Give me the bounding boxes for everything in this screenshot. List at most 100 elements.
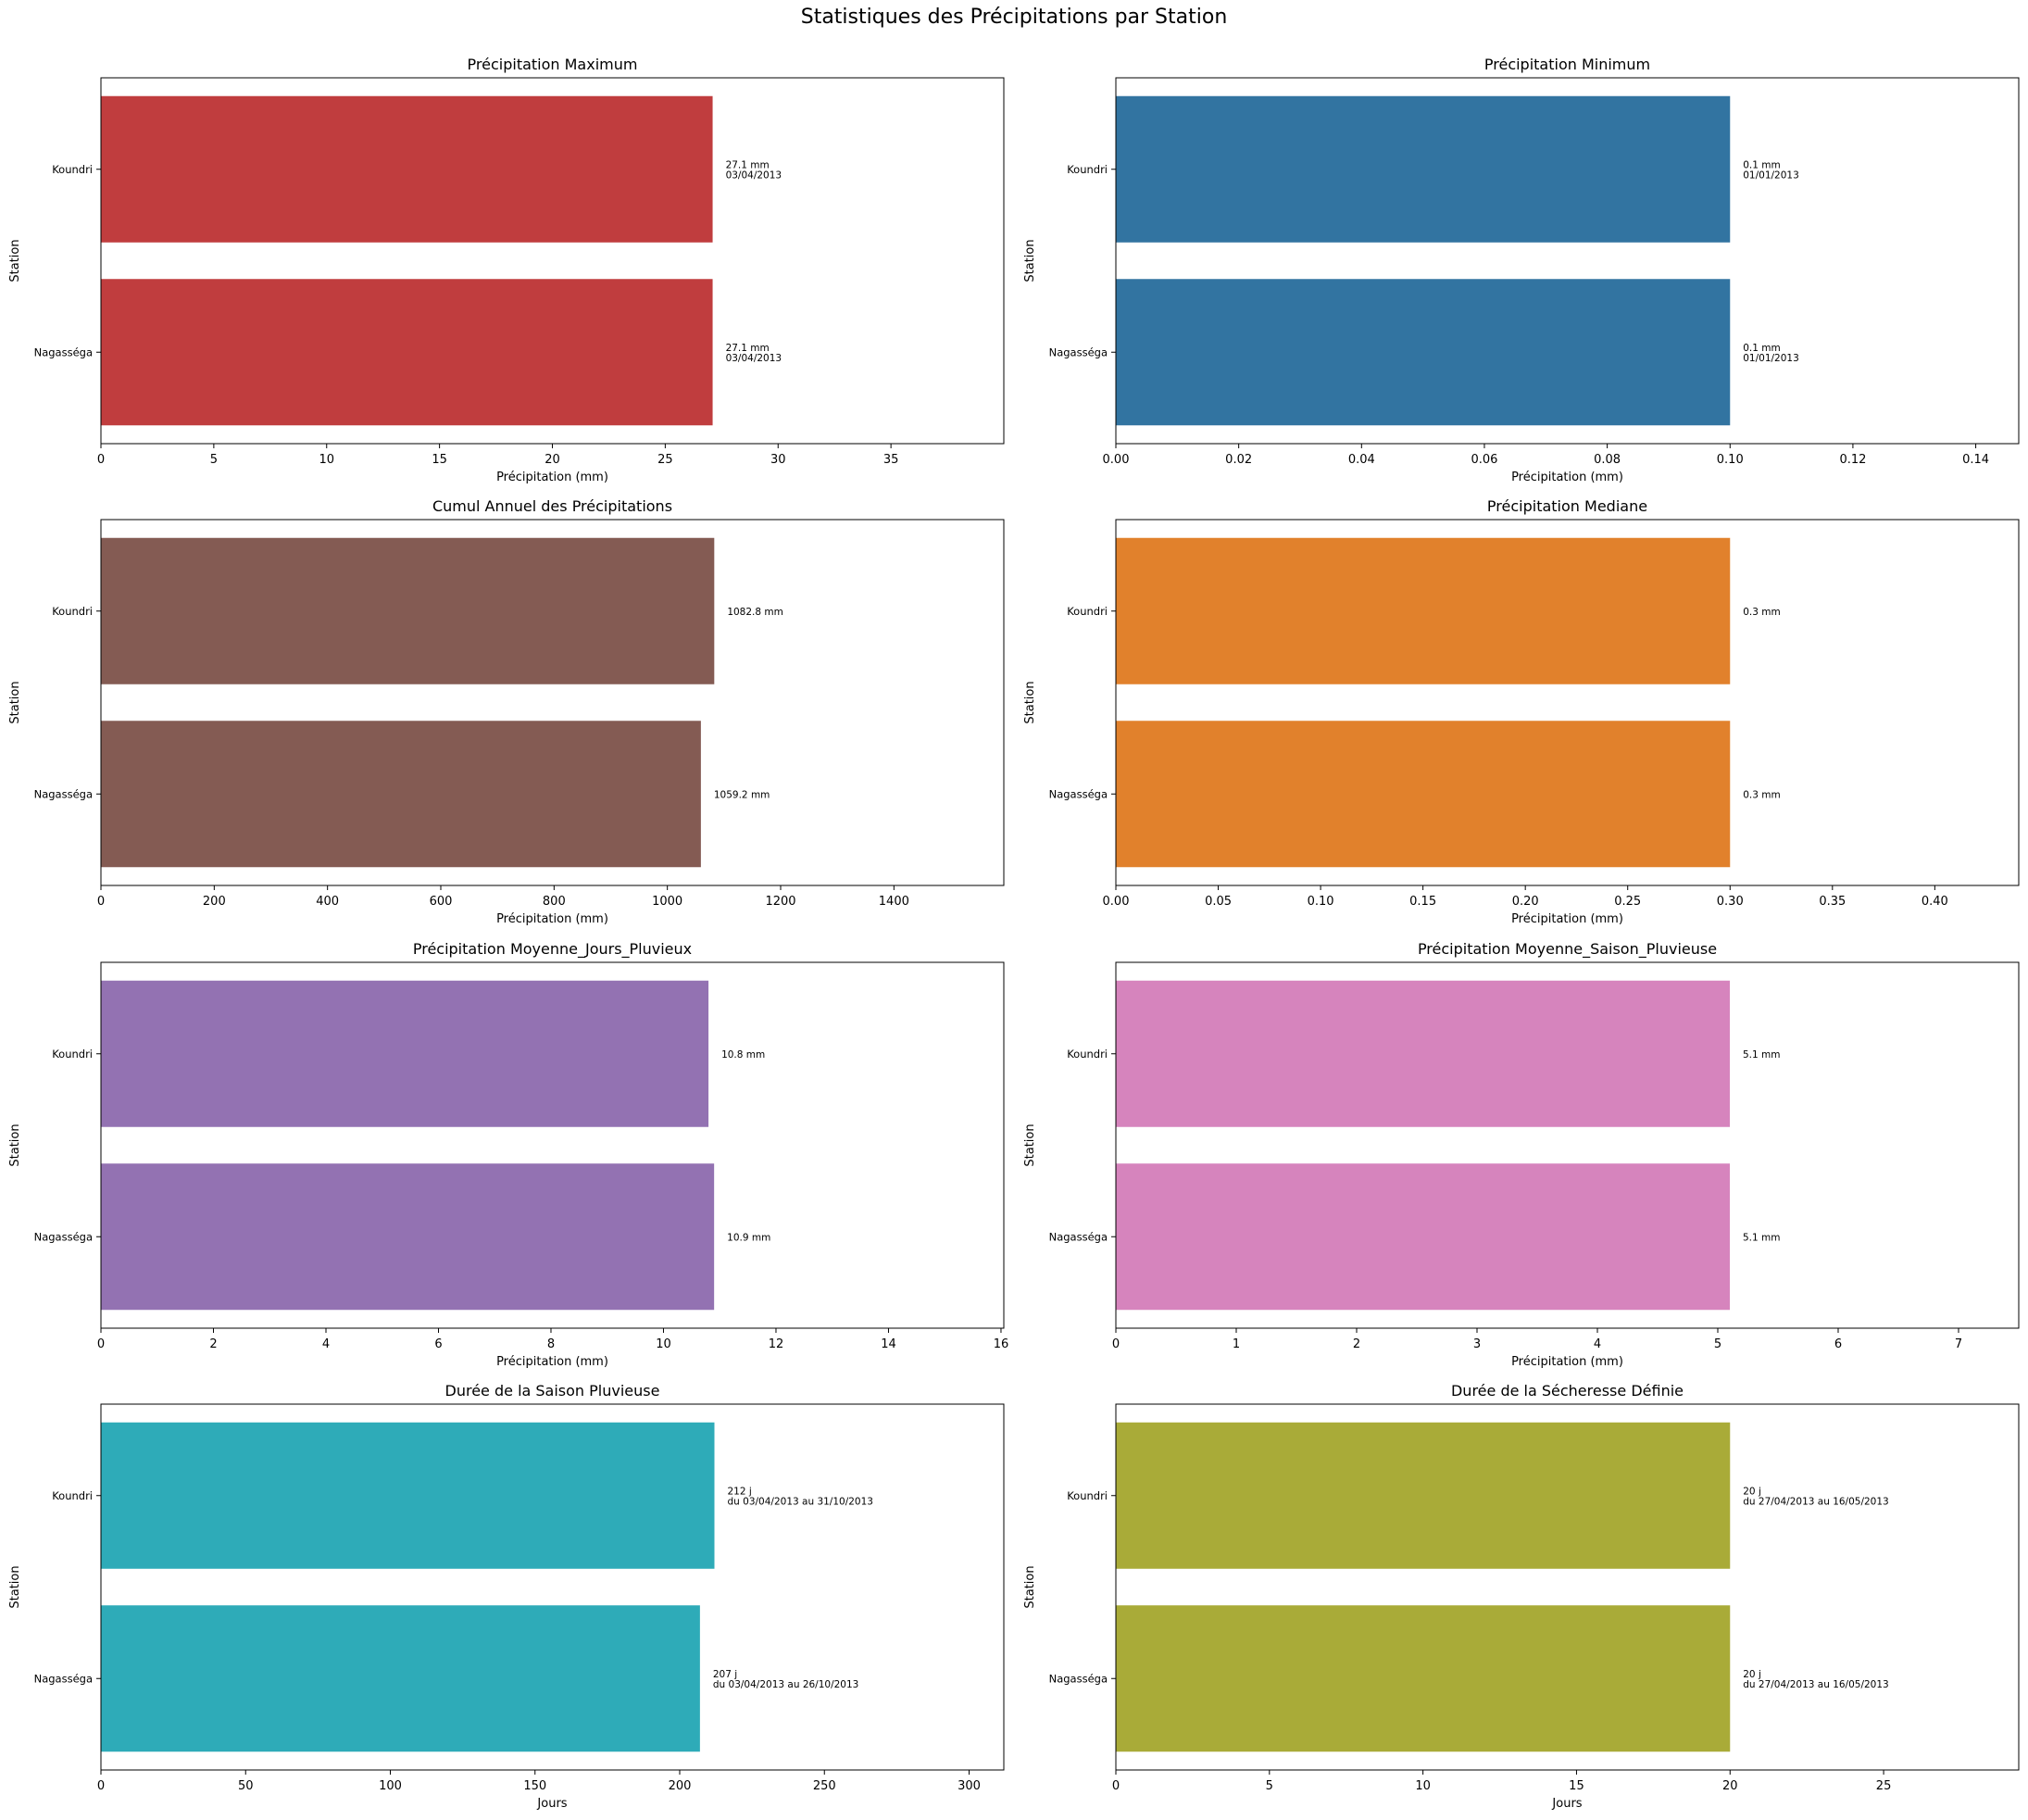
bar <box>1116 95 1731 243</box>
axes-frame <box>1115 519 2020 886</box>
x-tick-label: 0 <box>97 453 105 467</box>
data-label: 212 j du 03/04/2013 au 31/10/2013 <box>728 1486 873 1507</box>
x-tick-label: 0.14 <box>1962 453 1989 467</box>
x-tick-label: 300 <box>958 1779 981 1793</box>
x-tick-label: 5 <box>210 453 218 467</box>
x-tick-label: 50 <box>238 1779 254 1793</box>
x-axis-label: Précipitation (mm) <box>1511 912 1623 926</box>
x-tick-label: 25 <box>657 453 673 467</box>
x-tick-label: 0.12 <box>1839 453 1866 467</box>
y-tick-label: Koundri <box>1067 1048 1108 1061</box>
x-tick-label: 0.10 <box>1717 453 1744 467</box>
axes-frame <box>100 1403 1005 1771</box>
x-tick-label: 0.00 <box>1103 895 1130 909</box>
y-axis-label: Station <box>1023 239 1037 282</box>
subplot-3: Cumul Annuel des Précipitations 1082.8 mm… <box>8 497 1005 926</box>
x-tick-label: 0.30 <box>1717 895 1744 909</box>
y-axis-label: Station <box>1023 1123 1037 1166</box>
y-axis-label: Station <box>8 681 22 723</box>
x-tick-label: 25 <box>1876 1779 1892 1793</box>
x-tick-label: 0.04 <box>1348 453 1375 467</box>
subplot-2: Précipitation Minimum 0.1 mm 01/01/2013 Kou… <box>1023 56 2020 484</box>
data-label: 0.1 mm 01/01/2013 <box>1743 159 1799 181</box>
x-axis-label: Précipitation (mm) <box>496 471 608 484</box>
bar <box>101 1163 715 1311</box>
y-tick-label: Nagasséga <box>34 1230 93 1243</box>
x-tick-label: 4 <box>322 1337 330 1351</box>
x-tick-label: 1 <box>1233 1337 1240 1351</box>
bar <box>101 537 715 684</box>
bar <box>101 721 701 868</box>
y-tick-label: Nagasséga <box>1049 345 1108 358</box>
x-tick-label: 2 <box>209 1337 217 1351</box>
y-tick-label: Koundri <box>52 605 93 618</box>
x-tick-label: 1400 <box>879 895 909 909</box>
x-tick-label: 0.25 <box>1614 895 1641 909</box>
data-label: 207 j du 03/04/2013 au 26/10/2013 <box>713 1669 858 1690</box>
bar <box>101 1422 715 1569</box>
y-axis-label: Station <box>8 1565 22 1608</box>
bar <box>1116 1422 1731 1569</box>
x-tick-label: 3 <box>1473 1337 1481 1351</box>
subplot-title: Durée de la Saison Pluvieuse <box>445 1382 660 1400</box>
data-label: 10.9 mm <box>727 1232 770 1243</box>
x-tick-label: 30 <box>770 453 786 467</box>
x-tick-label: 10 <box>656 1337 671 1351</box>
x-tick-label: 0.06 <box>1471 453 1497 467</box>
figure-title: Statistiques des Précipitations par Stat… <box>800 6 1228 29</box>
x-tick-label: 0 <box>97 895 105 909</box>
y-tick-label: Nagasséga <box>34 345 93 358</box>
data-label: 0.1 mm 01/01/2013 <box>1743 343 1799 364</box>
x-tick-label: 6 <box>1834 1337 1842 1351</box>
bar <box>101 980 709 1127</box>
y-tick-label: Nagasséga <box>1049 787 1108 800</box>
x-tick-label: 0.00 <box>1103 453 1130 467</box>
x-tick-label: 0.05 <box>1205 895 1232 909</box>
x-axis-label: Précipitation (mm) <box>496 1355 608 1369</box>
subplot-title: Précipitation Moyenne_Saison_Pluvieuse <box>1418 940 1717 959</box>
data-label: 1059.2 mm <box>714 789 770 800</box>
data-label: 1082.8 mm <box>727 607 783 618</box>
y-tick-label: Koundri <box>52 163 93 176</box>
data-label: 0.3 mm <box>1743 789 1781 800</box>
subplot-title: Précipitation Minimum <box>1484 56 1650 73</box>
x-axis-label: Jours <box>1551 1797 1582 1811</box>
subplot-title: Durée de la Sécheresse Définie <box>1451 1382 1684 1400</box>
x-tick-label: 1000 <box>652 895 682 909</box>
axes-frame <box>1115 77 2020 445</box>
data-label: 5.1 mm <box>1743 1049 1781 1061</box>
y-axis-label: Station <box>8 1123 22 1166</box>
y-tick-label: Nagasséga <box>1049 1230 1108 1243</box>
x-tick-label: 0.40 <box>1922 895 1948 909</box>
bar <box>101 279 713 426</box>
data-label: 5.1 mm <box>1743 1232 1781 1243</box>
x-tick-label: 400 <box>316 895 339 909</box>
y-tick-label: Nagasséga <box>1049 1672 1108 1685</box>
x-axis-label: Précipitation (mm) <box>1511 471 1623 484</box>
subplot-title: Précipitation Mediane <box>1487 497 1647 515</box>
subplot-1: Précipitation Maximum 27.1 mm 03/04/2013 Ko… <box>8 56 1005 484</box>
y-tick-label: Koundri <box>52 1048 93 1061</box>
x-axis-label: Précipitation (mm) <box>496 912 608 926</box>
bar <box>1116 537 1731 684</box>
x-tick-label: 35 <box>883 453 899 467</box>
x-tick-label: 0 <box>1112 1779 1120 1793</box>
x-tick-label: 10 <box>319 453 334 467</box>
x-tick-label: 5 <box>1266 1779 1273 1793</box>
x-tick-label: 5 <box>1714 1337 1721 1351</box>
axes-frame <box>100 519 1005 886</box>
bar <box>1116 980 1730 1127</box>
bar <box>1116 1163 1730 1311</box>
x-tick-label: 0.02 <box>1225 453 1252 467</box>
x-tick-label: 0 <box>97 1337 105 1351</box>
x-tick-label: 20 <box>1722 1779 1738 1793</box>
x-tick-label: 7 <box>1955 1337 1962 1351</box>
x-tick-label: 200 <box>669 1779 692 1793</box>
x-tick-label: 16 <box>994 1337 1009 1351</box>
x-tick-label: 250 <box>813 1779 836 1793</box>
y-tick-label: Nagasséga <box>34 1672 93 1685</box>
bar <box>101 95 713 243</box>
x-tick-label: 20 <box>545 453 560 467</box>
x-tick-label: 10 <box>1415 1779 1431 1793</box>
